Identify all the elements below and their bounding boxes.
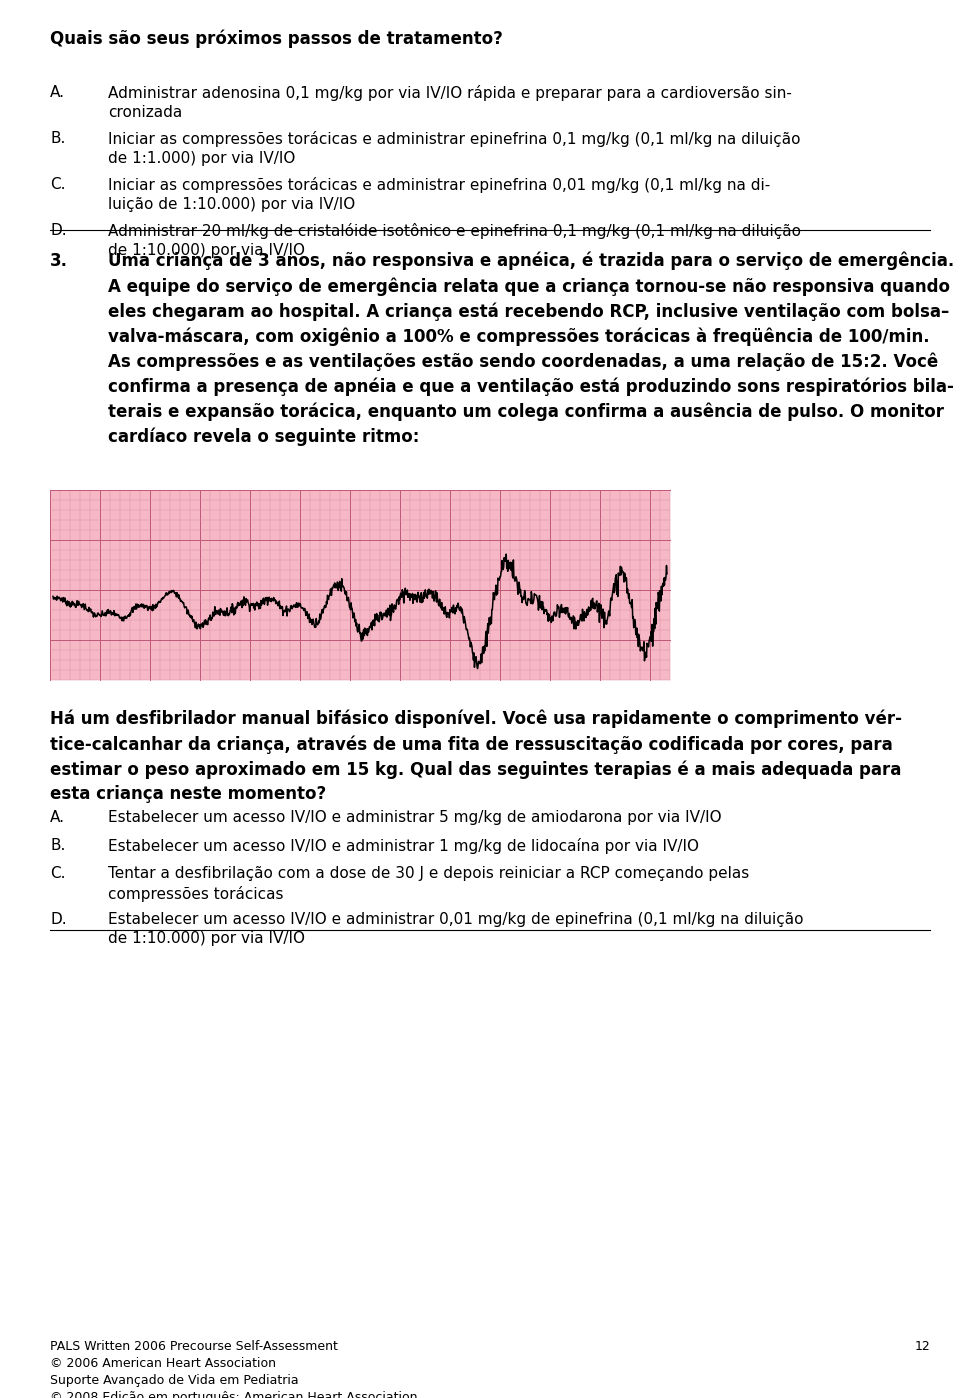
Text: Administrar 20 ml/kg de cristalóide isotônico e epinefrina 0,1 mg/kg (0,1 ml/kg : Administrar 20 ml/kg de cristalóide isot… (108, 224, 801, 259)
Text: Tentar a desfibrilação com a dose de 30 J e depois reiniciar a RCP começando pel: Tentar a desfibrilação com a dose de 30 … (108, 865, 749, 902)
Text: Estabelecer um acesso IV/IO e administrar 1 mg/kg de lidocaína por via IV/IO: Estabelecer um acesso IV/IO e administra… (108, 837, 699, 854)
Text: D.: D. (50, 911, 66, 927)
Text: B.: B. (50, 837, 65, 853)
Text: C.: C. (50, 865, 65, 881)
Text: PALS Written 2006 Precourse Self-Assessment
© 2006 American Heart Association
Su: PALS Written 2006 Precourse Self-Assessm… (50, 1341, 418, 1398)
Text: C.: C. (50, 178, 65, 192)
Text: Iniciar as compressões torácicas e administrar epinefrina 0,01 mg/kg (0,1 ml/kg : Iniciar as compressões torácicas e admin… (108, 178, 770, 212)
Text: D.: D. (50, 224, 66, 238)
Text: Iniciar as compressões torácicas e administrar epinefrina 0,1 mg/kg (0,1 ml/kg n: Iniciar as compressões torácicas e admin… (108, 131, 801, 166)
Text: Uma criança de 3 anos, não responsiva e apnéica, é trazida para o serviço de eme: Uma criança de 3 anos, não responsiva e … (108, 252, 954, 446)
Text: 3.: 3. (50, 252, 68, 270)
Text: B.: B. (50, 131, 65, 145)
Text: A.: A. (50, 809, 65, 825)
Text: Administrar adenosina 0,1 mg/kg por via IV/IO rápida e preparar para a cardiover: Administrar adenosina 0,1 mg/kg por via … (108, 85, 792, 120)
Text: A.: A. (50, 85, 65, 101)
Text: Estabelecer um acesso IV/IO e administrar 5 mg/kg de amiodarona por via IV/IO: Estabelecer um acesso IV/IO e administra… (108, 809, 722, 825)
Text: Estabelecer um acesso IV/IO e administrar 0,01 mg/kg de epinefrina (0,1 ml/kg na: Estabelecer um acesso IV/IO e administra… (108, 911, 804, 946)
Text: Há um desfibrilador manual bifásico disponível. Você usa rapidamente o comprimen: Há um desfibrilador manual bifásico disp… (50, 710, 902, 802)
Bar (50, 491, 670, 679)
Text: 12: 12 (914, 1341, 930, 1353)
Text: Quais são seus próximos passos de tratamento?: Quais são seus próximos passos de tratam… (50, 29, 503, 49)
